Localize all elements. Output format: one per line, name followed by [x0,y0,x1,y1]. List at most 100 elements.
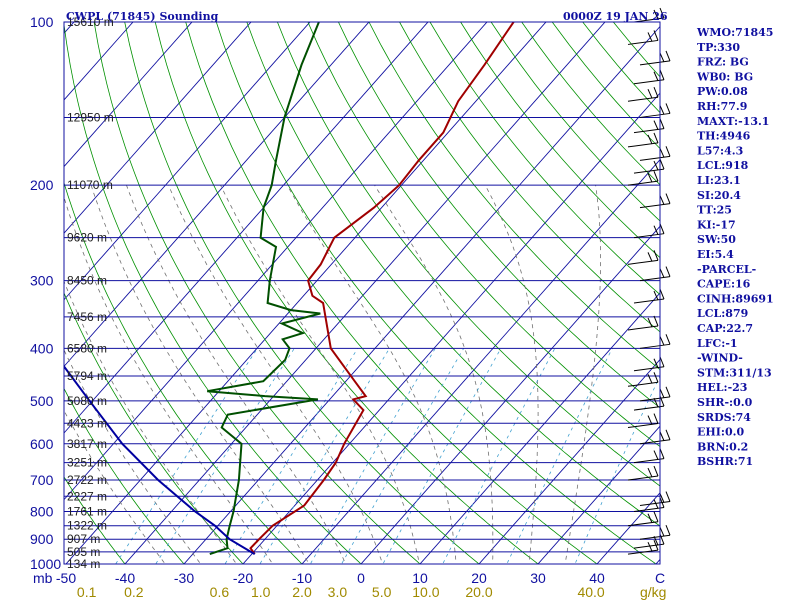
wind-barb-flag [653,160,659,171]
wind-barb-staff [633,543,665,549]
wind-barb [627,250,659,265]
isotherm-line [301,159,660,564]
index-line: BRN:0.2 [697,440,748,453]
mixing-ratio-line [155,348,295,564]
moist-adiabat-line [64,280,237,564]
temperature-tick-label: 40 [589,570,605,586]
wind-barb [639,491,671,507]
wind-barb [627,511,659,527]
wind-barb-flag [653,315,659,327]
moist-adiabat-line [374,184,494,564]
index-line: SI:20.4 [697,189,741,202]
wind-barb [627,315,659,331]
wind-barb-flag [659,105,665,115]
index-line: -PARCEL- [697,263,756,276]
wind-barb-flag [659,533,665,545]
wind-barb-flag [665,50,671,62]
wind-barb-staff [639,60,671,66]
height-label: 907 m [67,532,100,546]
wind-barb-staff [627,423,659,429]
wind-barb-staff [633,366,665,372]
index-line: LI:23.1 [697,174,741,187]
isotherm-line [64,22,488,501]
temperature-tick-label: 10 [412,570,428,586]
wind-barb-flag [653,413,659,424]
index-line: SRDS:74 [697,411,751,424]
height-label: 3817 m [67,437,107,451]
wind-barb-flag [665,146,671,157]
wind-barb [633,448,665,464]
mixing-ratio-label: 5.0 [372,584,392,600]
wind-barb-staff [627,259,659,265]
index-line: PW:0.08 [697,85,748,98]
wind-barb-flag [653,120,659,130]
wind-barb-flag [659,526,665,537]
wind-barb-staff [639,501,671,507]
moist-adiabat-line [564,185,601,564]
moist-adiabat-line [64,409,166,564]
wind-barb [639,386,671,402]
wind-barb [627,170,659,186]
index-line: WMO:71845 [696,26,773,39]
series-temperature-line [249,22,515,555]
wind-barb-flag [647,88,653,99]
wind-barb [633,158,665,174]
wind-barb-flag [653,397,659,408]
mixing-ratio-label: 20.0 [465,584,492,600]
wind-barb-flag [659,356,665,367]
isotherm-line [65,22,547,564]
wind-barb-staff [639,343,671,349]
isotherm-line [242,92,660,564]
height-label: 1761 m [67,504,107,518]
moist-adiabat-line [126,185,347,564]
index-line: STM:311/13 [697,366,772,379]
wind-barb-staff [639,276,671,282]
mixing-ratio-line [309,348,436,564]
height-label: 6580 m [67,341,107,355]
series-dewpoint-line [207,22,321,556]
index-line: FRZ: BG [697,56,749,69]
pressure-tick-label: 900 [30,531,54,547]
height-label: 11070 m [67,178,113,192]
wind-barb-staff [627,549,659,555]
pressure-tick-label: 1000 [30,556,61,572]
wind-barb-staff [633,458,665,464]
wind-barb [633,7,665,23]
wind-barb [639,334,671,349]
wind-barb-staff [627,521,659,527]
wind-barb [627,132,659,148]
pressure-tick-label: 400 [30,340,54,356]
dry-adiabat-line [246,22,660,527]
wind-barb-staff [633,298,665,304]
height-label: 134 m [67,557,100,571]
mixing-ratio-line [259,348,390,564]
wind-barb-staff [639,155,671,161]
index-line: LCL:879 [697,307,748,320]
mixing-ratio-line [224,348,359,564]
dry-adiabat-line [124,22,480,564]
wind-barb-flag [665,491,671,502]
plot-frame [63,21,661,565]
wind-barb [633,223,665,239]
temperature-tick-label: 0 [357,570,365,586]
isotherm-line [124,22,606,564]
index-line: L57:4.3 [697,144,743,157]
dry-adiabat-line [460,22,660,259]
wind-barb-staff [639,396,671,402]
wind-barb-flag [653,290,659,301]
index-line: TP:330 [697,41,740,54]
height-label: 8450 m [67,274,107,288]
series-parcel-line [64,364,256,555]
isotherm-line [64,22,311,301]
height-label: 2722 m [67,473,107,487]
wind-barb-flag [665,386,671,398]
wind-barb-flag [659,118,665,129]
wind-barb [639,146,671,161]
isotherm-line [64,22,429,434]
wind-barb-staff [639,112,671,118]
pressure-tick-label: 700 [30,472,54,488]
dry-adiabat-line [368,22,660,371]
chart-title: CWPL (71845) Sounding [66,10,219,23]
